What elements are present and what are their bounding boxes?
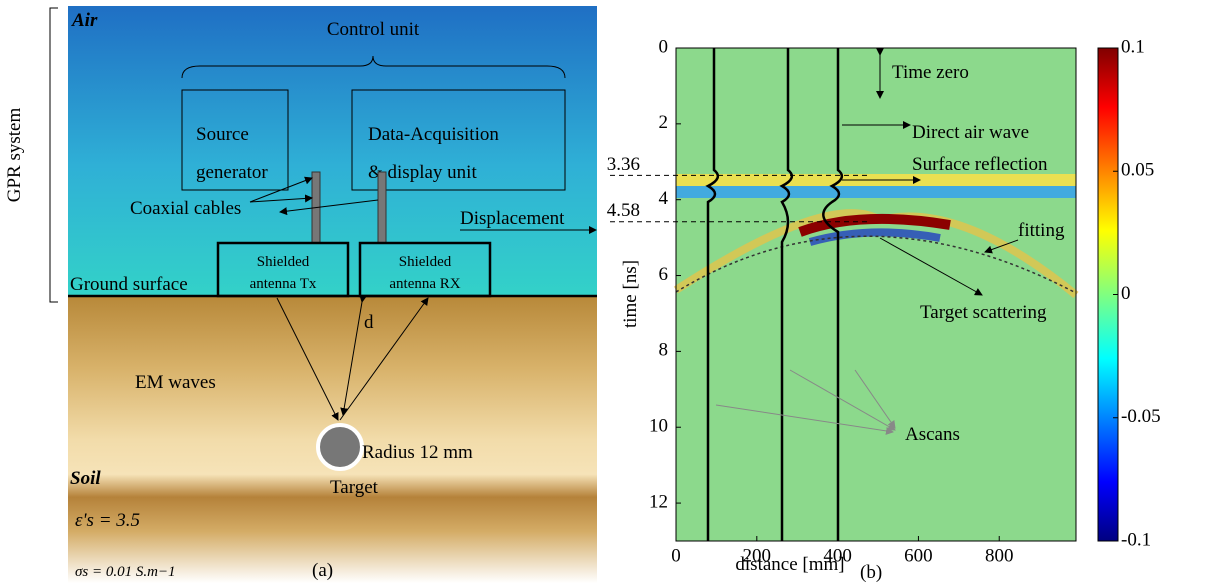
colorbar-tick-label: -0.05: [1121, 406, 1161, 427]
annotation: Ascans: [905, 424, 960, 445]
antenna-text: antenna RX: [389, 276, 460, 292]
soil-label: Soil: [70, 468, 101, 489]
arrow: [879, 237, 983, 296]
daq-box: [351, 89, 566, 191]
annotation: Direct air wave: [912, 122, 1029, 143]
arrow: [249, 194, 313, 203]
y-axis-label: time [ns]: [620, 260, 641, 328]
x-tick-label: 0: [671, 545, 681, 566]
box-text: generator: [196, 162, 268, 183]
panel-a: GPR system Air Control unit Source gener…: [4, 6, 597, 583]
reflection-band: [676, 186, 1076, 198]
arrow: [984, 239, 1019, 254]
y-tick-label: 0: [659, 36, 669, 57]
arrow: [715, 404, 894, 435]
radius-label: Radius 12 mm: [362, 442, 473, 463]
x-axis-label: distance [mm]: [735, 554, 844, 575]
depth-label: d: [364, 312, 374, 333]
radargram: [676, 48, 1076, 541]
panel-label: (a): [312, 560, 333, 581]
colorbar-tick-label: -0.1: [1121, 529, 1151, 550]
target-label: Target: [330, 477, 379, 498]
antenna-text: Shielded: [257, 254, 310, 270]
panel-label-b: (b): [860, 562, 882, 583]
displacement-label: Displacement: [460, 208, 565, 229]
annotation: Time zero: [892, 62, 969, 83]
arrow: [789, 369, 896, 431]
colorbar-tick-label: 0.05: [1121, 160, 1154, 181]
cable: [377, 171, 387, 244]
y-tick-label: 2: [659, 112, 669, 133]
ascan: [779, 48, 794, 541]
annotation: Target scattering: [920, 302, 1047, 323]
arrow: [279, 199, 379, 216]
annotation: fitting: [1018, 220, 1065, 241]
permittivity: ε's = 3.5: [75, 510, 140, 531]
colorbar-tick-label: 0: [1121, 283, 1131, 304]
y-tick-label: 10: [649, 416, 668, 437]
box-text: & display unit: [368, 162, 477, 183]
ascan: [822, 48, 844, 541]
ascan: [705, 48, 720, 541]
arrow: [854, 369, 896, 429]
y-tick-label: 6: [659, 264, 669, 285]
annotation: Surface reflection: [912, 154, 1048, 175]
y-tick-label: 4: [659, 188, 669, 209]
wave-ray: [276, 297, 339, 421]
reference-label: 4.58: [607, 200, 640, 221]
depth-arrow: [340, 294, 368, 416]
system-label: GPR system: [4, 108, 25, 203]
hyperbola-core: [798, 213, 951, 237]
brace: [181, 55, 566, 79]
box-text: Source: [196, 124, 249, 145]
air-layer: [68, 6, 597, 297]
colorbar-tick-label: 0.1: [1121, 36, 1145, 57]
fitting-curve: [675, 235, 1077, 294]
ground-label: Ground surface: [70, 274, 188, 295]
reference-label: 3.36: [607, 154, 640, 175]
bracket: [49, 7, 58, 303]
antenna-text: antenna Tx: [250, 276, 317, 292]
target: [316, 423, 364, 471]
y-tick-label: 12: [649, 491, 668, 512]
x-tick-label: 400: [823, 545, 852, 566]
waves-label: EM waves: [135, 372, 216, 393]
panel-b: Time zero Direct air wave Surface reflec…: [620, 47, 1119, 575]
source-box: [181, 89, 289, 191]
x-tick-label: 200: [743, 545, 772, 566]
antenna-text: Shielded: [399, 254, 452, 270]
x-tick-label: 600: [904, 545, 933, 566]
x-tick-label: 800: [985, 545, 1014, 566]
cables-label: Coaxial cables: [130, 198, 241, 219]
conductivity: σs = 0.01 S.m−1: [75, 564, 176, 580]
box-text: Data-Acquisition: [368, 124, 499, 145]
arrow: [249, 176, 313, 203]
control-unit: Control unit: [327, 19, 420, 40]
air-label: Air: [71, 10, 98, 31]
y-tick-label: 8: [659, 340, 669, 361]
